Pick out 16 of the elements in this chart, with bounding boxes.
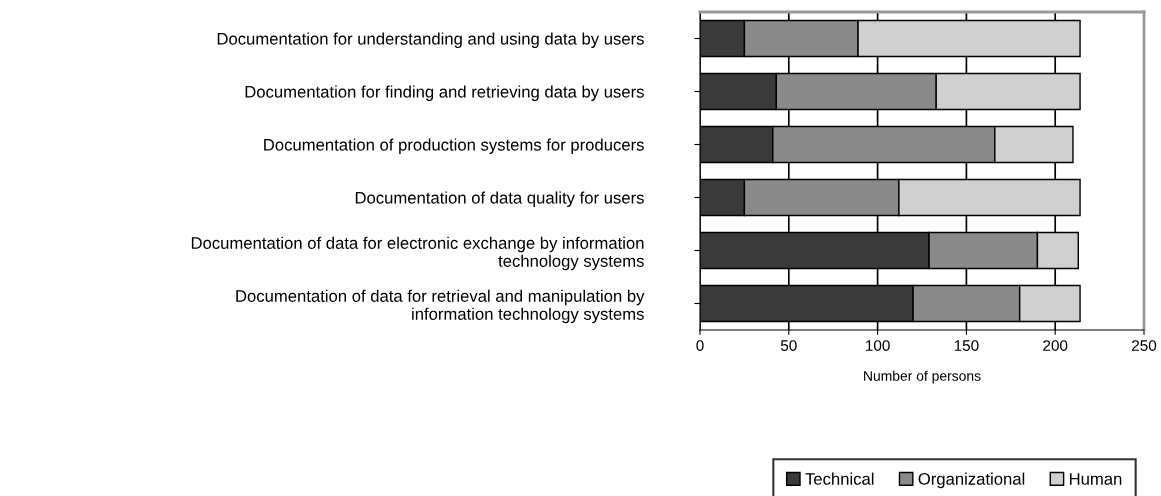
x-tick-label: 200 (1043, 340, 1068, 351)
x-tick-label: 100 (866, 340, 890, 351)
legend-label: Human (1069, 473, 1122, 485)
x-tick-label: 150 (954, 340, 979, 351)
x-tick-label: 0 (696, 340, 704, 351)
x-axis-title: Number of persons (864, 370, 981, 384)
legend-label: Organizational (918, 472, 1025, 489)
y-tick-label: Documentation for finding and retrieving data by users (245, 85, 644, 101)
x-tick-label: 50 (780, 340, 797, 351)
legend-label: Technical (805, 472, 874, 485)
y-tick-label: Documentation of production systems for producers (264, 138, 644, 154)
x-tick-label: 250 (1132, 340, 1157, 351)
y-tick-label: Documentation of data quality for users (355, 191, 644, 207)
y-tick-label: Documentation for understanding and using data by users (217, 32, 644, 48)
y-tick-label: Documentation of data for electronic exchange by information technology systems (191, 236, 644, 271)
y-tick-label: Documentation of data for retrieval and manipulation by information technology systems (236, 289, 645, 324)
